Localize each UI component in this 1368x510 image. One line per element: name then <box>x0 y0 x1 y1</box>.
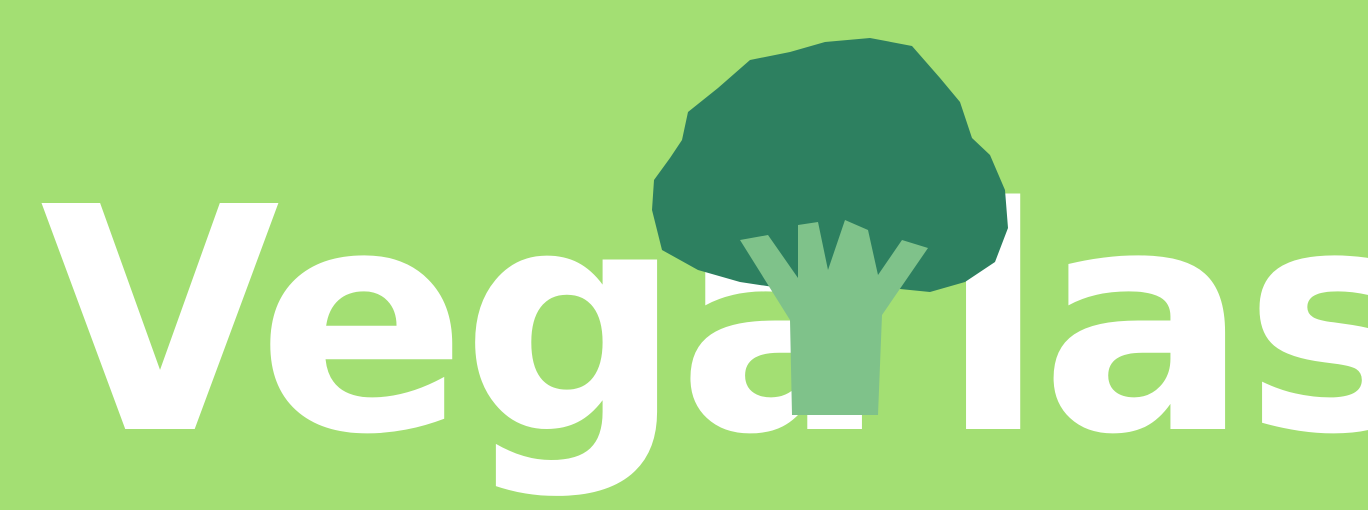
wordmark-right: las <box>940 142 1368 503</box>
broccoli-stem <box>740 220 928 415</box>
broccoli-icon <box>652 38 1008 415</box>
broccoli-crown <box>652 38 1008 292</box>
